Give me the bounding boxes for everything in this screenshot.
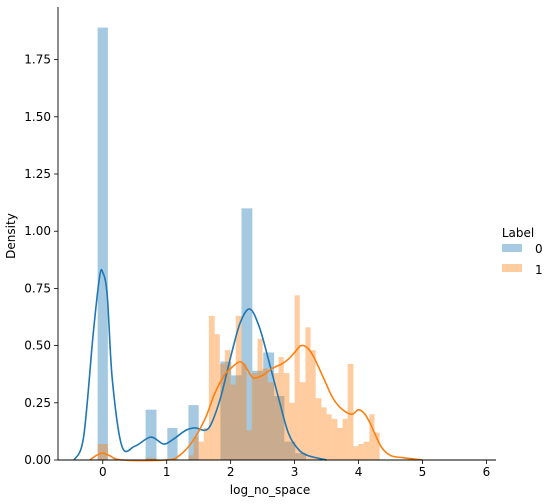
legend: Label 0 1 xyxy=(502,226,543,277)
bar-label-1-0 xyxy=(97,443,108,460)
bars-label-0 xyxy=(97,27,307,460)
legend-swatch-1 xyxy=(502,264,522,272)
kde-line-label-1 xyxy=(89,344,423,462)
bar-label-1-20 xyxy=(283,373,290,460)
y-tick-label: 0.50 xyxy=(24,339,51,353)
bar-label-1-31 xyxy=(342,418,348,460)
bar-label-0-6 xyxy=(241,208,253,460)
bar-label-1-34 xyxy=(358,443,364,460)
bar-label-1-35 xyxy=(363,441,370,460)
bar-label-0-3 xyxy=(188,405,199,460)
legend-label-0: 0 xyxy=(535,242,543,256)
bar-label-1-30 xyxy=(337,427,343,460)
bar-label-1-29 xyxy=(331,418,338,460)
bar-label-1-6 xyxy=(208,315,215,460)
bar-label-0-11 xyxy=(295,453,307,460)
bar-label-0-10 xyxy=(284,441,296,460)
bar-label-1-17 xyxy=(267,382,274,460)
bar-label-1-28 xyxy=(326,414,332,460)
bar-label-1-16 xyxy=(262,368,268,460)
bar-label-1-5 xyxy=(203,427,209,460)
bar-label-0-4 xyxy=(220,361,232,460)
x-axis-label: log_no_space xyxy=(230,483,310,497)
bar-label-1-15 xyxy=(257,338,263,460)
axes xyxy=(57,7,496,461)
kde-line-label-0 xyxy=(73,268,327,461)
x-tick-label: 4 xyxy=(355,465,363,479)
bar-label-1-36 xyxy=(369,414,375,460)
bar-label-1-13 xyxy=(246,430,252,460)
y-tick-label: 0.25 xyxy=(24,396,51,410)
bar-label-1-2 xyxy=(188,455,194,460)
x-tick-label: 5 xyxy=(419,465,427,479)
bar-label-1-10 xyxy=(230,384,236,460)
bar-label-0-0 xyxy=(97,27,108,460)
bar-label-1-12 xyxy=(241,363,247,460)
y-tick-label: 0.75 xyxy=(24,281,51,295)
bar-label-0-9 xyxy=(274,395,285,460)
bars-label-1 xyxy=(97,295,380,460)
y-tick-label: 0.00 xyxy=(24,453,51,467)
bar-label-1-7 xyxy=(214,334,220,460)
kde-curves xyxy=(73,268,423,462)
bar-label-0-7 xyxy=(252,370,264,460)
bar-label-1-8 xyxy=(219,363,225,460)
bar-label-0-8 xyxy=(263,352,275,460)
bar-label-0-5 xyxy=(231,375,242,460)
bar-label-1-3 xyxy=(193,437,199,460)
ticks: 0 1 2 3 4 5 6 0.00 0.25 0.50 0.75 1.00 1.25 1.50 1.75 xyxy=(24,53,490,479)
x-tick-label: 3 xyxy=(291,465,299,479)
legend-label-1: 1 xyxy=(535,263,543,277)
bar-label-1-22 xyxy=(294,295,300,460)
legend-title: Label xyxy=(502,226,534,240)
legend-swatch-0 xyxy=(502,244,522,252)
bar-label-1-14 xyxy=(251,373,258,460)
x-tick-label: 0 xyxy=(99,465,107,479)
bar-label-1-9 xyxy=(224,350,231,460)
x-tick-label: 2 xyxy=(227,465,235,479)
bar-label-1-24 xyxy=(305,327,311,460)
bar-label-1-27 xyxy=(321,407,327,460)
bar-label-0-1 xyxy=(145,409,157,460)
bar-label-1-1 xyxy=(145,457,157,460)
y-tick-label: 1.00 xyxy=(24,224,51,238)
y-tick-label: 1.50 xyxy=(24,110,51,124)
bar-label-0-2 xyxy=(167,427,178,460)
bar-label-1-23 xyxy=(299,382,306,460)
y-tick-label: 1.25 xyxy=(24,167,51,181)
bar-label-1-21 xyxy=(289,402,295,460)
bar-label-1-11 xyxy=(235,315,242,460)
y-axis-label: Density xyxy=(4,213,18,259)
bar-label-1-37 xyxy=(374,432,380,460)
bar-label-1-32 xyxy=(347,363,354,460)
x-tick-label: 6 xyxy=(483,465,491,479)
x-tick-label: 1 xyxy=(163,465,171,479)
bar-label-1-26 xyxy=(315,398,322,460)
bar-label-1-33 xyxy=(353,446,359,460)
y-tick-label: 1.75 xyxy=(24,53,51,67)
bar-label-1-18 xyxy=(273,373,279,460)
bar-label-1-25 xyxy=(310,350,316,460)
bar-label-1-4 xyxy=(198,441,204,460)
